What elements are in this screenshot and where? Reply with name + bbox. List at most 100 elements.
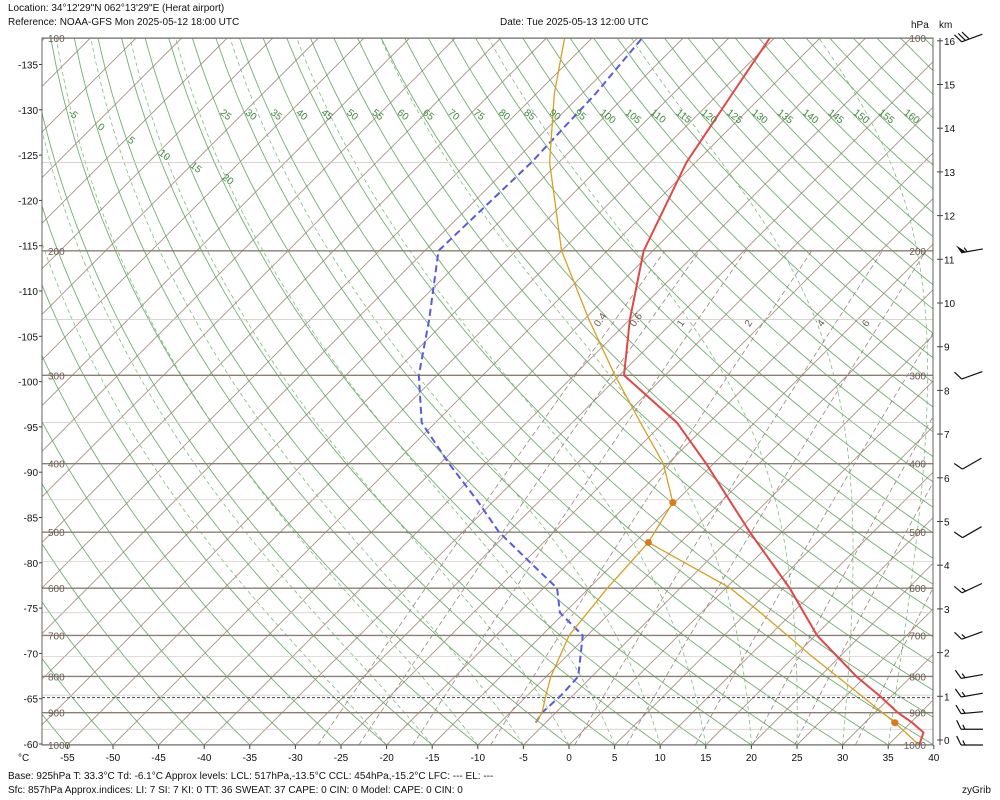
x-tick-label: -40	[197, 753, 212, 764]
dry-adiabat-label: 5	[125, 135, 137, 147]
hpa-unit-label: hPa	[911, 20, 929, 31]
dry-adiabat-label: 95	[572, 107, 588, 123]
height-tick-label: 15	[944, 81, 956, 92]
wind-barb	[953, 457, 982, 470]
pressure-label-right: 1000	[904, 741, 927, 752]
isotherm-line	[42, 38, 319, 316]
mixing-ratio-label: 0.4	[592, 311, 609, 329]
wind-barb-half-feather	[961, 633, 966, 639]
wind-barb-feather	[954, 688, 962, 698]
wind-barb-half-feather	[963, 247, 968, 253]
left-axis-label: -75	[24, 604, 39, 615]
dry-adiabat-line	[782, 38, 933, 190]
isotherm-line	[203, 38, 912, 745]
dry-adiabat-label: 125	[724, 107, 744, 126]
dry-adiabat-label: 25	[218, 107, 234, 123]
pressure-label-left: 900	[48, 709, 65, 720]
dry-adiabat-line	[262, 38, 933, 745]
isotherm-line	[751, 562, 933, 745]
pressure-label-right: 700	[909, 631, 926, 642]
left-axis-label: -130	[18, 106, 38, 117]
dry-adiabat-line	[144, 38, 707, 745]
valid-date-text: Date: Tue 2025-05-13 12:00 UTC	[500, 17, 649, 28]
dry-adiabat-line	[569, 38, 933, 408]
wind-barb	[953, 526, 982, 539]
left-axis-label: -105	[18, 332, 38, 343]
wind-barb	[954, 688, 983, 698]
x-tick-label: -30	[288, 753, 303, 764]
x-tick-label: 30	[837, 753, 849, 764]
mixing-ratio-line	[626, 250, 927, 745]
dry-adiabat-label: 160	[902, 107, 922, 126]
left-axis-label: -135	[18, 61, 38, 72]
mixing-ratio-line	[490, 250, 813, 745]
height-tick-label: 14	[944, 124, 956, 135]
mixing-ratio-line	[317, 250, 666, 745]
left-axis-label: -60	[24, 740, 39, 751]
mixing-ratio-line	[752, 415, 933, 745]
wind-barb-feather	[953, 531, 963, 539]
isotherm-line	[42, 38, 638, 635]
zygrib-brand: zyGrib	[962, 785, 991, 796]
wind-barb-half-feather	[962, 724, 966, 730]
marker-ccl	[669, 499, 677, 507]
wind-barb	[955, 245, 983, 254]
height-tick-label: 16	[944, 37, 956, 48]
wind-barb-feather	[954, 34, 963, 43]
wind-barb-feather	[953, 586, 963, 594]
isotherm-line	[42, 38, 410, 407]
wind-barb-feather	[954, 371, 963, 380]
wind-barb	[955, 704, 984, 715]
wind-barb-feather	[953, 463, 963, 470]
x-tick-label: -10	[471, 753, 486, 764]
dry-adiabat-line	[42, 204, 433, 745]
isotherm-line	[568, 380, 933, 745]
left-axis-label: -110	[19, 287, 39, 298]
x-tick-label: -50	[106, 753, 121, 764]
wind-barb-feather	[955, 704, 962, 714]
isotherm-line	[705, 517, 933, 745]
isotherm-line	[477, 289, 933, 745]
left-axis-label: -80	[24, 559, 39, 570]
isotherm-line	[42, 38, 502, 498]
x-tick-label: 15	[700, 753, 712, 764]
dry-adiabat-label: 0	[95, 122, 107, 134]
x-tick-label: 5	[612, 753, 618, 764]
pressure-label-right: 500	[909, 528, 926, 539]
wind-barb-half-feather	[961, 691, 966, 697]
wind-barb-staff	[961, 631, 983, 640]
isotherm-line	[386, 197, 933, 745]
x-tick-label: -5	[519, 753, 528, 764]
dewpoint-line	[417, 38, 643, 724]
height-tick-label: 1	[944, 692, 950, 703]
dry-adiabat-line	[380, 38, 933, 611]
dry-adiabat-line	[546, 38, 933, 433]
mixing-ratio-line	[358, 250, 701, 745]
dry-adiabat-label: 75	[471, 107, 487, 123]
km-unit-label: km	[939, 20, 952, 31]
pressure-label-right: 300	[909, 371, 926, 382]
pressure-label-right: 800	[909, 672, 926, 683]
wind-barb	[956, 735, 983, 746]
pressure-label-left: 700	[48, 631, 65, 642]
wind-barb	[954, 370, 983, 380]
height-tick-label: 10	[944, 299, 956, 310]
x-tick-label: -15	[425, 753, 440, 764]
marker-lcl	[644, 538, 652, 546]
x-tick-label: 35	[883, 753, 895, 764]
x-tick-label: -55	[60, 753, 75, 764]
dry-adiabat-label: 155	[876, 107, 896, 126]
wind-barb-pennant	[955, 245, 967, 253]
isotherm-line	[614, 425, 933, 745]
moist-adiabat-line	[42, 128, 433, 745]
mixing-ratio-line	[574, 250, 883, 745]
wind-barb-half-feather	[961, 673, 966, 679]
isotherm-line	[295, 106, 933, 745]
wind-barb-half-feather	[962, 740, 966, 746]
pressure-label-left: 600	[48, 584, 65, 595]
dry-adiabat-label: 145	[826, 107, 846, 126]
x-tick-label: 40	[928, 753, 940, 764]
dry-adiabat-line	[0, 38, 22, 745]
isotherm-line	[112, 38, 821, 745]
